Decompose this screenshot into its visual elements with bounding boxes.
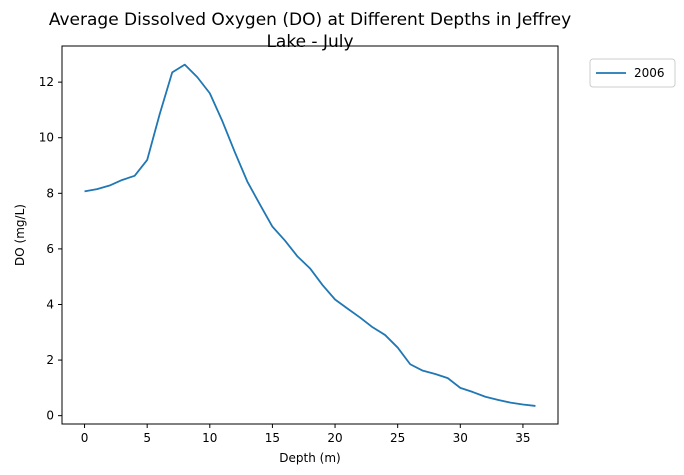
x-tick-label: 0 [81,431,89,445]
x-axis-label: Depth (m) [279,451,340,465]
x-axis: 0 5 10 15 20 25 30 35 [81,424,531,445]
y-tick-label: 10 [39,131,54,145]
plot-area [61,45,559,425]
y-tick-label: 12 [39,75,54,89]
chart-title-line-1: Average Dissolved Oxygen (DO) at Differe… [49,10,571,30]
y-axis: 0 2 4 6 8 10 12 [39,75,62,423]
y-tick-label: 4 [46,297,54,311]
legend-label-2006: 2006 [634,66,665,80]
y-tick-label: 8 [46,186,54,200]
x-tick-label: 25 [390,431,405,445]
chart-title: Average Dissolved Oxygen (DO) at Differe… [49,10,571,52]
x-tick-label: 30 [453,431,468,445]
y-axis-label: DO (mg/L) [13,204,27,266]
x-tick-label: 20 [327,431,342,445]
legend-box [589,58,676,88]
series-line-2006 [84,63,536,407]
x-tick-label: 10 [202,431,217,445]
x-tick-label: 15 [265,431,280,445]
legend: 2006 [589,58,676,88]
y-tick-label: 6 [46,242,54,256]
chart-title-line-2: Lake - July [266,32,353,52]
x-tick-label: 5 [143,431,151,445]
x-tick-label: 35 [515,431,530,445]
y-tick-label: 2 [46,353,54,367]
y-tick-label: 0 [46,409,54,423]
series-layer [84,63,536,407]
